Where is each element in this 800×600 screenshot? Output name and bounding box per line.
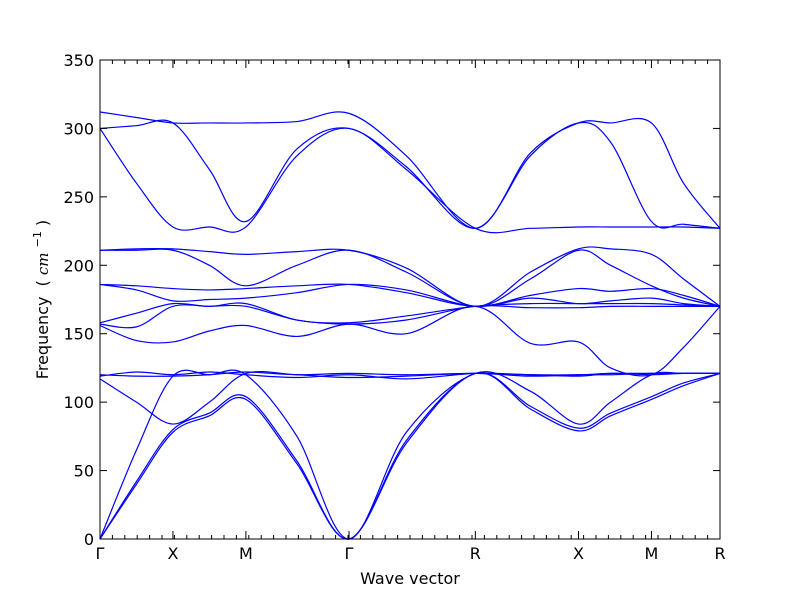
band-line-3 xyxy=(99,369,721,540)
band-line-1 xyxy=(99,372,721,540)
x-tick-label-1: X xyxy=(167,544,178,563)
band-line-8 xyxy=(99,304,720,329)
y-axis-label-open-paren: ( xyxy=(33,280,52,286)
y-axis-label-close-paren: ) xyxy=(33,220,52,226)
x-tick-label-7: R xyxy=(714,544,725,563)
band-line-11 xyxy=(99,283,721,307)
band-line-9 xyxy=(99,302,721,324)
band-line-15 xyxy=(99,119,721,229)
y-axis-label: Frequency ( cm −1 ) xyxy=(26,220,52,379)
axis-ticks-group: 0 50 100 150 200 250 300 350 Γ X M Γ R X M R xyxy=(63,51,725,563)
y-tick-label-0: 0 xyxy=(84,530,94,549)
band-series-group xyxy=(99,111,721,540)
y-tick-label-350: 350 xyxy=(63,51,94,70)
y-tick-label-300: 300 xyxy=(63,119,94,138)
y-tick-label-250: 250 xyxy=(63,188,94,207)
x-tick-label-2: M xyxy=(239,544,253,563)
x-tick-label-0: Γ xyxy=(96,544,105,563)
x-tick-label-6: M xyxy=(645,544,659,563)
band-line-2 xyxy=(99,372,721,540)
x-tick-label-4: R xyxy=(470,544,481,563)
band-line-12 xyxy=(100,248,721,307)
x-tick-label-5: X xyxy=(573,544,584,563)
band-line-4 xyxy=(99,370,720,425)
band-line-13 xyxy=(99,246,721,307)
y-axis-label-unit: cm xyxy=(34,252,52,275)
band-line-7 xyxy=(99,305,721,377)
y-tick-label-100: 100 xyxy=(63,393,94,412)
y-axis-label-unit-exponent: −1 xyxy=(31,231,44,247)
y-tick-label-50: 50 xyxy=(74,462,94,481)
band-line-14 xyxy=(99,127,721,234)
band-line-5 xyxy=(99,371,721,380)
x-tick-label-3: Γ xyxy=(345,544,354,563)
band-line-16 xyxy=(99,111,721,229)
band-line-6 xyxy=(99,371,720,377)
band-line-10 xyxy=(99,283,721,307)
x-axis-label: Wave vector xyxy=(360,569,460,588)
y-tick-label-150: 150 xyxy=(63,325,94,344)
y-axis-label-text: Frequency xyxy=(33,297,52,380)
y-tick-label-200: 200 xyxy=(63,256,94,275)
